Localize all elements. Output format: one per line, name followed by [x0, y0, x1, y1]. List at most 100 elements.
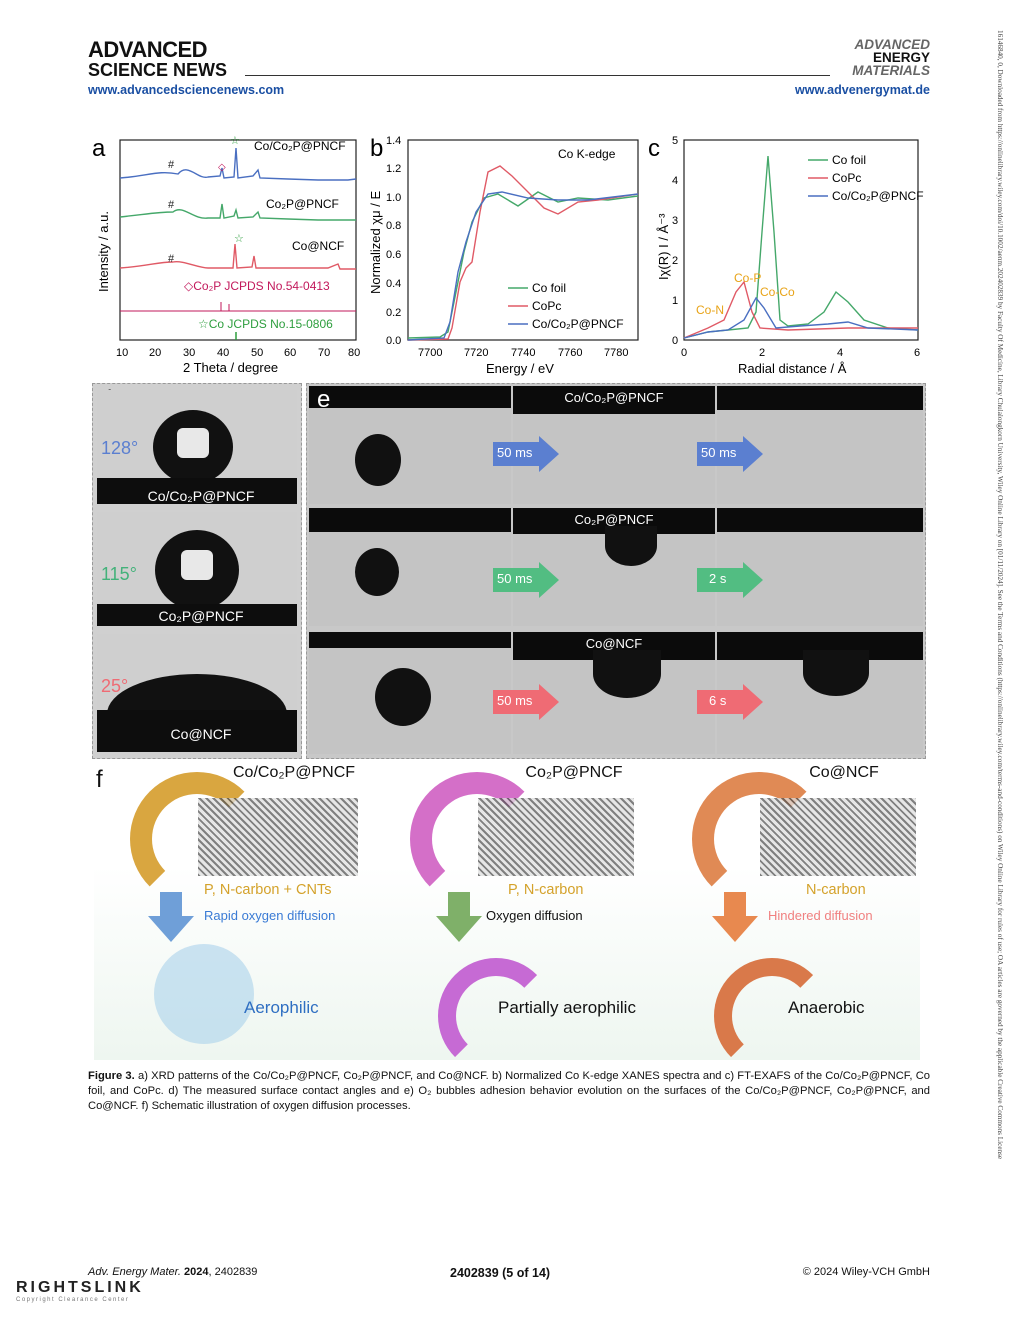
ytick-label: 3	[672, 215, 678, 227]
down-arrow-icon	[148, 892, 194, 942]
ytick-label: 2	[672, 255, 678, 267]
xrd-trace-blue	[119, 147, 357, 181]
footer-page: 2402839 (5 of 14)	[450, 1266, 551, 1280]
ytick-label: 5	[672, 135, 678, 147]
sample-label: Co₂P@PNCF	[574, 512, 654, 527]
bubble-frame-3-1	[309, 632, 511, 754]
sample-label: Co/Co₂P@PNCF	[564, 390, 664, 405]
ytick-label: 0.2	[386, 307, 401, 319]
xrd-trace-green	[119, 203, 356, 221]
xtick-label: 10	[116, 347, 128, 359]
footer-year: 2024	[184, 1266, 209, 1278]
material-label: N-carbon	[806, 882, 866, 898]
carbon-peak-marker: #	[168, 159, 175, 171]
exafs-trace-co-co2p	[683, 296, 919, 339]
ytick-label: 1	[672, 295, 678, 307]
journal-logo-line3: MATERIALS	[852, 63, 930, 78]
panel-a-xlabel: 2 Theta / degree	[183, 360, 278, 375]
panel-f-letter: f	[96, 766, 103, 793]
panel-b-legend-2: CoPc	[532, 299, 561, 313]
diffusion-label: Hindered diffusion	[768, 908, 873, 923]
annotation-co-n: Co-N	[696, 303, 724, 317]
sample-label: Co@NCF	[585, 636, 643, 651]
electrode-surface	[513, 386, 715, 414]
xtick-label: 7760	[558, 347, 582, 359]
panel-b-legend-1: Co foil	[532, 281, 566, 295]
xtick-label: 4	[837, 347, 843, 359]
bubble-frame-1-1	[309, 386, 511, 504]
panel-c-yticks: 0 1 2 3 4 5	[672, 135, 678, 347]
material-label: P, N-carbon + CNTs	[204, 882, 332, 898]
panel-a-label-2: Co₂P@PNCF	[266, 197, 339, 211]
time-arrow: 50 ms	[493, 684, 559, 720]
electrode-surface	[309, 386, 511, 408]
panel-b-frame	[407, 139, 639, 341]
bubble-frame-2-2: Co₂P@PNCF	[513, 508, 715, 626]
bubble-frame-2-3	[717, 508, 923, 626]
material-label: P, N-carbon	[508, 882, 584, 898]
panel-a-label-1: Co/Co₂P@PNCF	[254, 139, 346, 153]
schematic-title: Co₂P@PNCF	[525, 764, 623, 781]
panel-c-legend-3: Co/Co₂P@PNCF	[832, 189, 924, 203]
panel-b-legend-3: Co/Co₂P@PNCF	[532, 317, 624, 331]
panel-e: e Co/Co₂P@PNCF 50 ms 50 ms Co₂P@PNCF 50 …	[306, 383, 926, 759]
state-label: Partially aerophilic	[498, 998, 636, 1017]
xtick-label: 50	[251, 347, 263, 359]
time-arrow: 2 s	[697, 562, 763, 598]
sample-label: Co@NCF	[170, 726, 232, 742]
panel-a-label-3: Co@NCF	[292, 239, 344, 253]
panel-c-legend-1: Co foil	[832, 153, 866, 167]
xanes-trace-co-co2p	[407, 191, 639, 341]
xtick-label: 60	[284, 347, 296, 359]
xtick-label: 30	[183, 347, 195, 359]
ytick-label: 1.4	[386, 135, 401, 147]
panel-b-xticks: 7700 7720 7740 7760 7780	[418, 347, 628, 359]
oxygen-bubble	[355, 434, 401, 486]
panel-b-title: Co K-edge	[558, 147, 616, 161]
xtick-label: 40	[217, 347, 229, 359]
panel-c-frame	[683, 139, 919, 341]
substrate	[97, 478, 297, 504]
panel-a-ref1: ◇Co₂P JCPDS No.54-0413	[184, 279, 330, 293]
time-label: 50 ms	[497, 693, 533, 708]
panel-c-xlabel: Radial distance / Å	[738, 361, 847, 376]
time-arrow: 50 ms	[493, 562, 559, 598]
electrode-surface	[309, 632, 511, 648]
caption-lead: Figure 3.	[88, 1070, 135, 1082]
schematic-title: Co@NCF	[809, 764, 879, 781]
panel-f: f Co/Co₂P@PNCF P, N-carbon + CNTs Rapid …	[94, 762, 920, 1074]
contact-angle-value: 128°	[101, 438, 139, 458]
carbon-sheet-illustration	[198, 798, 358, 876]
oxygen-bubble	[355, 548, 399, 596]
xtick-label: 7720	[464, 347, 488, 359]
xtick-label: 6	[914, 347, 920, 359]
publisher-logo-line2: SCIENCE NEWS	[88, 60, 228, 80]
ytick-label: 0	[672, 335, 678, 347]
xtick-label: 2	[759, 347, 765, 359]
xtick-label: 7740	[511, 347, 535, 359]
footer-citation: Adv. Energy Mater. 2024, 2402839	[88, 1266, 257, 1278]
panel-a-xticks: 10 20 30 40 50 60 70 80	[116, 347, 360, 359]
substrate	[97, 710, 297, 752]
contact-angle-photo-3: 25° Co@NCF	[97, 634, 297, 752]
ytick-label: 4	[672, 175, 678, 187]
oxygen-bubble-illustration	[154, 944, 254, 1044]
publisher-url-link[interactable]: www.advancedsciencenews.com	[88, 83, 285, 97]
ytick-label: 0.8	[386, 220, 401, 232]
journal-logo-line1: ADVANCED	[854, 37, 930, 52]
download-notice: 16146840, 0, Downloaded from https://onl…	[996, 30, 1004, 1160]
oxygen-bubble	[375, 668, 431, 726]
exafs-trace-co-foil	[683, 155, 919, 339]
xtick-label: 20	[149, 347, 161, 359]
schematic-title: Co/Co₂P@PNCF	[232, 764, 356, 781]
arrow-shape	[493, 562, 559, 598]
co-peak-marker: ☆	[230, 135, 240, 147]
journal-url-link[interactable]: www.advenergymat.de	[795, 83, 930, 97]
time-label: 6 s	[709, 693, 727, 708]
xanes-trace-copc	[407, 165, 639, 341]
footer-copyright: © 2024 Wiley-VCH GmbH	[802, 1266, 930, 1278]
xtick-label: 80	[348, 347, 360, 359]
droplet-highlight	[181, 550, 213, 580]
state-label: Aerophilic	[244, 998, 319, 1017]
contact-angle-value: 115°	[101, 564, 137, 584]
